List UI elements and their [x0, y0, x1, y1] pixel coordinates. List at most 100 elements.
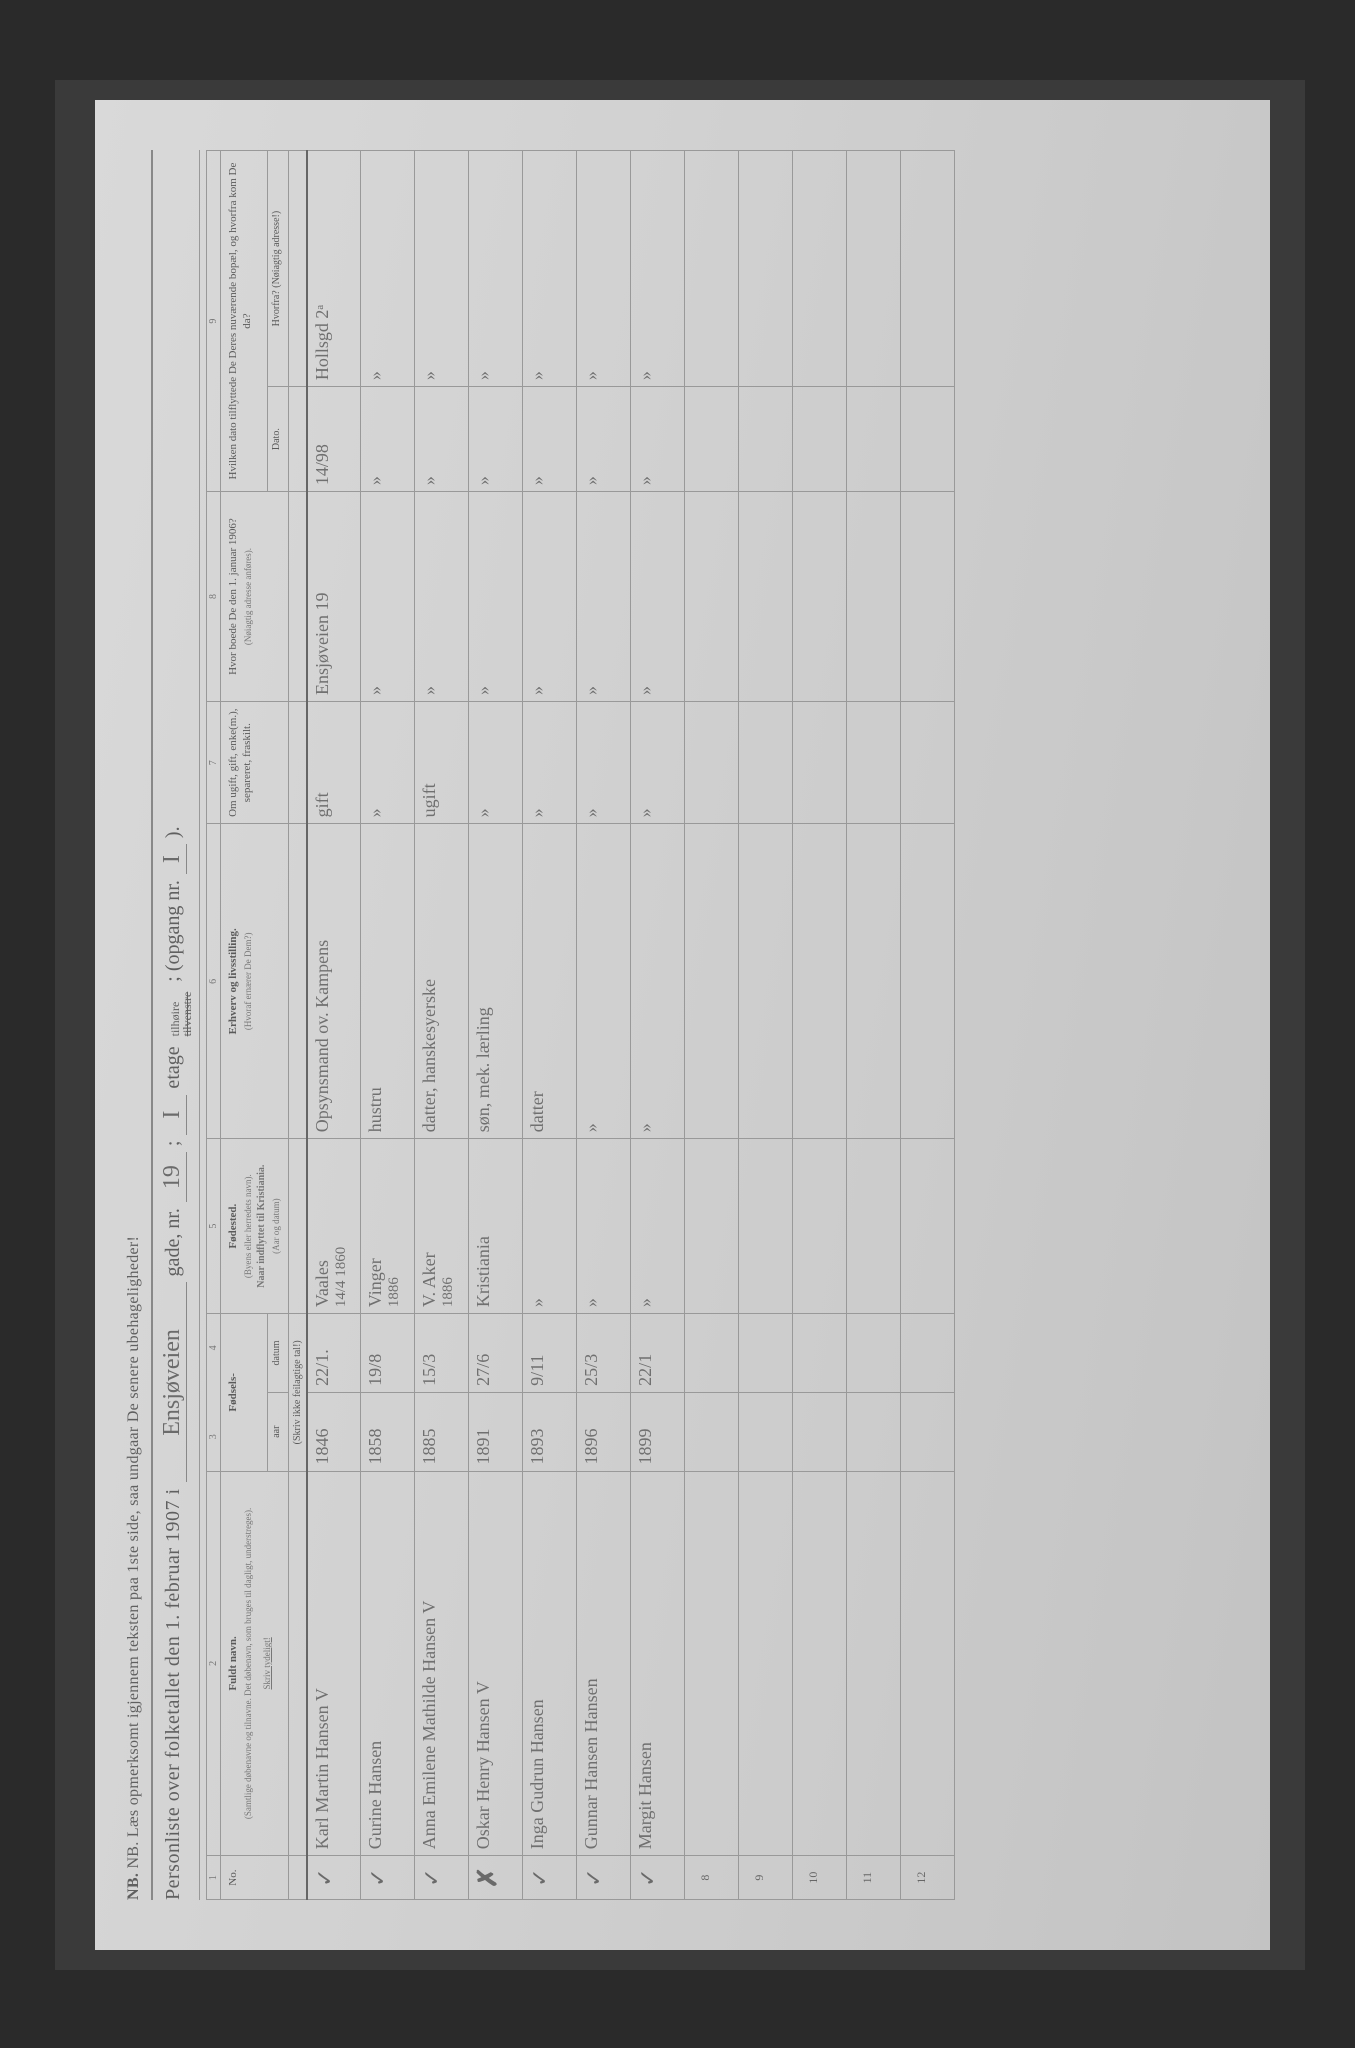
subheader-moved-from-label: Hvorfra? [271, 290, 282, 326]
cell-year [793, 1392, 847, 1471]
cell-date: 27/6 [469, 1314, 523, 1393]
cell-year [847, 1392, 901, 1471]
cell-date: 9/11 [523, 1314, 577, 1393]
subheader-year: aar [267, 1392, 288, 1471]
cell-residence: » [523, 492, 577, 702]
cell-moved-from: » [415, 151, 469, 387]
street-name: Ensjøveien [159, 1282, 187, 1482]
header-birthplace-sub3: (Aar og datum) [271, 1143, 282, 1309]
cell-birthplace: V. Aker1886 [415, 1139, 469, 1314]
cell-marital [739, 701, 793, 823]
header-marital: Om ugift, gift, enke(m.), separeret, fra… [221, 701, 289, 823]
cell-birthplace: Vaales14/4 1860 [307, 1139, 361, 1314]
row-mark: ✓ [419, 1868, 444, 1886]
cell-name: Karl Martin Hansen V [307, 1471, 361, 1856]
cell-marital: ugift [415, 701, 469, 823]
nb-text: NB. Læs opmerksomt igjennem teksten paa … [125, 1236, 142, 1869]
table-row: 8 [685, 151, 739, 1900]
cell-moved-from [793, 151, 847, 387]
header-row: No. Fuldt navn. (Samtlige døbenavne og t… [221, 151, 268, 1900]
etage-label: etage [162, 1046, 185, 1088]
header-birthplace: Fødested. (Byens eller herredets navn). … [221, 1139, 289, 1314]
cell-moved-from: » [631, 151, 685, 387]
cell-occupation: hustru [361, 824, 415, 1139]
header-moved: Hvilken dato tilflyttede De Deres nuvære… [221, 151, 268, 492]
cell-moved-from: » [523, 151, 577, 387]
cell-residence [793, 492, 847, 702]
cell-residence: » [631, 492, 685, 702]
row-number: ✗ [469, 1856, 523, 1900]
header-skriv: Skriv tydeligt! [262, 1476, 273, 1852]
cell-occupation: datter [523, 824, 577, 1139]
cell-year: 1893 [523, 1392, 577, 1471]
header-name-title: Fuldt navn. [227, 1636, 239, 1690]
cell-date: 15/3 [415, 1314, 469, 1393]
cell-moved-date [685, 387, 739, 492]
row-mark: ✓ [581, 1868, 606, 1886]
subheader-moved-from-sub: (Nøiagtig adresse!) [271, 211, 282, 288]
header-name: Fuldt navn. (Samtlige døbenavne og tilna… [221, 1471, 289, 1856]
census-body: ✓Karl Martin Hansen V184622/1.Vaales14/4… [307, 151, 955, 1900]
cell-name: Oskar Henry Hansen V [469, 1471, 523, 1856]
column-numbers-row: 1 2 3 4 5 6 7 8 9 [207, 151, 221, 1900]
row-mark: ✓ [312, 1868, 337, 1886]
cell-birthplace [685, 1139, 739, 1314]
cell-marital: » [577, 701, 631, 823]
cell-birthplace: Vinger1886 [361, 1139, 415, 1314]
cell-marital: » [631, 701, 685, 823]
row-mark: ✓ [365, 1868, 390, 1886]
subnote-row: (Skriv ikke feilagtige tal!) [288, 151, 307, 1900]
cell-name: Margit Hansen [631, 1471, 685, 1856]
cell-residence: » [577, 492, 631, 702]
colnum-7: 7 [207, 701, 221, 823]
table-row: ✓Karl Martin Hansen V184622/1.Vaales14/4… [307, 151, 361, 1900]
cell-marital [685, 701, 739, 823]
header-birth-title: Fødsels- [227, 1373, 239, 1412]
cell-name: Gunnar Hansen Hansen [577, 1471, 631, 1856]
header-residence-title: Hvor boede De den 1. januar 1906? [227, 518, 239, 675]
etage-number: I [159, 1095, 187, 1135]
row-mark: ✓ [527, 1868, 552, 1886]
cell-moved-date: » [361, 387, 415, 492]
cell-residence: » [415, 492, 469, 702]
cell-moved-date [793, 387, 847, 492]
cell-year: 1899 [631, 1392, 685, 1471]
header-birthplace-sub2: Naar indflyttet til Kristiania. [256, 1143, 269, 1309]
cell-residence [901, 492, 955, 702]
cell-date [739, 1314, 793, 1393]
header-name-sub: (Samtlige døbenavne og tilnavne. Det døb… [243, 1476, 254, 1852]
cell-birthplace [847, 1139, 901, 1314]
house-number: 19 [159, 1152, 187, 1202]
cell-residence [847, 492, 901, 702]
row-number: ✓ [415, 1856, 469, 1900]
table-row: 10 [793, 151, 847, 1900]
header-birthplace-title: Fødested. [227, 1204, 239, 1249]
cell-birthplace [739, 1139, 793, 1314]
cell-marital: » [469, 701, 523, 823]
cell-name [847, 1471, 901, 1856]
cell-occupation [685, 824, 739, 1139]
cell-moved-from: » [469, 151, 523, 387]
table-row: ✗Oskar Henry Hansen V189127/6Kristianias… [469, 151, 523, 1900]
cell-moved-date: » [577, 387, 631, 492]
row-number: 12 [901, 1856, 955, 1900]
cell-occupation: søn, mek. lærling [469, 824, 523, 1139]
cell-birthplace: » [631, 1139, 685, 1314]
row-number: ✓ [361, 1856, 415, 1900]
header-birth: Fødsels- [221, 1314, 268, 1471]
cell-name: Anna Emilene Mathilde Hansen V [415, 1471, 469, 1856]
subheader-moved-from: Hvorfra? (Nøiagtig adresse!) [267, 151, 288, 387]
cell-moved-date [847, 387, 901, 492]
row-mark: ✗ [473, 1867, 502, 1889]
table-row: ✓Inga Gudrun Hansen18939/11»datter»»»» [523, 151, 577, 1900]
table-row: ✓Gunnar Hansen Hansen189625/3»»»»»» [577, 151, 631, 1900]
cell-occupation [793, 824, 847, 1139]
cell-moved-date: » [469, 387, 523, 492]
row-number: 8 [685, 1856, 739, 1900]
cell-year [739, 1392, 793, 1471]
cell-year: 1885 [415, 1392, 469, 1471]
cell-residence: » [361, 492, 415, 702]
cell-moved-date: » [631, 387, 685, 492]
colnum-6: 6 [207, 824, 221, 1139]
cell-marital [793, 701, 847, 823]
